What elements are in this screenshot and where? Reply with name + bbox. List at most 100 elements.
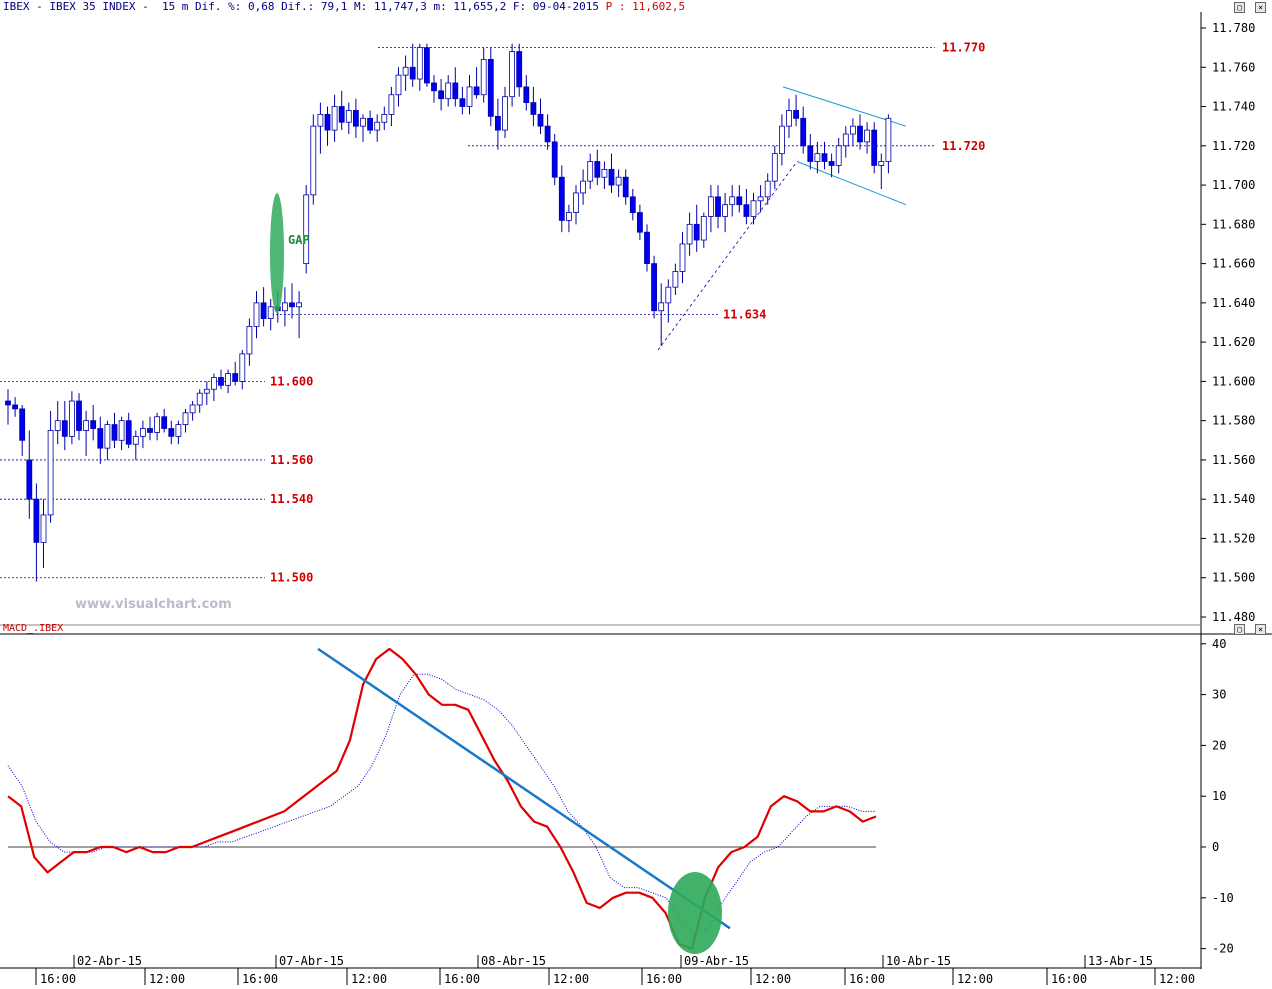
candle-body: [139, 428, 146, 437]
candle-body: [587, 161, 594, 182]
price-level-label: 11.600: [270, 374, 313, 388]
time-label: 12:00: [149, 972, 185, 986]
candle-body: [409, 66, 416, 80]
candle-body: [218, 377, 224, 386]
candle-body: [423, 47, 430, 84]
candle-body: [253, 302, 260, 327]
candle-body: [83, 420, 89, 431]
price-level-label: 11.634: [723, 308, 766, 322]
price-pane-close-button[interactable]: ×: [1255, 2, 1266, 13]
candle-body: [232, 373, 239, 382]
time-label: 12:00: [553, 972, 589, 986]
date-label: 07-Abr-15: [279, 954, 344, 968]
macd-pane-close-button[interactable]: ×: [1255, 624, 1266, 635]
channel-upper-line: [782, 86, 907, 127]
candle-body: [842, 133, 849, 147]
candle-body: [168, 428, 175, 437]
price-pane-zoom-button[interactable]: ▢: [1234, 2, 1245, 13]
candle-body: [97, 428, 104, 449]
time-label: 16:00: [646, 972, 682, 986]
candle-body: [161, 416, 168, 429]
candle-body: [267, 306, 274, 319]
candle-body: [828, 161, 835, 166]
candle-body: [665, 286, 672, 304]
candle-body: [374, 121, 381, 131]
price-level-label: 11.540: [270, 492, 313, 506]
candle-body: [708, 196, 714, 217]
candle-body: [338, 106, 345, 123]
candle-body: [331, 106, 338, 131]
candle-body: [722, 204, 728, 217]
price-level-lines: 11.770 11.720 11.634 11.600 11.560 11.540 11.5…: [0, 41, 985, 585]
candle-body: [615, 176, 622, 186]
candle-body: [296, 302, 303, 308]
candle-body: [743, 204, 750, 217]
candle-body: [40, 514, 47, 543]
price-tick-label: 11.500: [1212, 571, 1255, 585]
macd-title: MACD_.IBEX: [3, 623, 63, 634]
candle-body: [850, 125, 856, 135]
candle-body: [281, 302, 288, 312]
time-label: 12:00: [351, 972, 387, 986]
candle-body: [672, 271, 679, 288]
candle-body: [487, 59, 494, 117]
time-label: 16:00: [242, 972, 278, 986]
candle-body: [509, 51, 516, 98]
candle-body: [147, 428, 153, 433]
candle-body: [111, 424, 118, 441]
macd-signal-line: [7, 673, 876, 934]
candle-body: [750, 200, 757, 217]
time-label: 16:00: [40, 972, 76, 986]
date-label: 13-Abr-15: [1088, 954, 1153, 968]
gap-label: GAP: [288, 233, 310, 247]
candle-body: [289, 302, 295, 308]
time-label: 16:00: [1051, 972, 1087, 986]
time-label: 16:00: [849, 972, 885, 986]
date-label: 08-Abr-15: [481, 954, 546, 968]
candle-body: [345, 110, 352, 123]
candle-body: [693, 223, 700, 241]
candle-body: [431, 82, 437, 92]
candle-body: [210, 377, 217, 390]
candle-body: [360, 117, 366, 127]
price-tick-label: 11.480: [1212, 610, 1255, 624]
price-tick-label: 11.720: [1212, 139, 1255, 153]
candle-body: [189, 404, 196, 414]
candle-body: [658, 302, 665, 312]
candle-body: [771, 153, 778, 182]
candle-body: [5, 400, 11, 406]
macd-tick-label: 0: [1212, 840, 1219, 854]
gap-highlight: [270, 193, 284, 313]
time-label: 12:00: [755, 972, 791, 986]
candle-body: [715, 196, 721, 217]
price-tick-label: 11.760: [1212, 60, 1255, 74]
candlestick-series: [5, 43, 892, 582]
candle-body: [736, 196, 743, 206]
candle-body: [203, 388, 210, 394]
candle-body: [90, 420, 97, 429]
candle-body: [537, 113, 544, 127]
date-label: 10-Abr-15: [886, 954, 951, 968]
candle-body: [33, 498, 40, 543]
candle-body: [246, 326, 253, 355]
candle-body: [367, 117, 374, 131]
candle-body: [793, 110, 799, 119]
macd-pane-zoom-button[interactable]: ▢: [1234, 624, 1245, 635]
candle-body: [125, 420, 132, 445]
candle-body: [69, 400, 75, 437]
candle-body: [558, 176, 565, 221]
candle-body: [601, 168, 608, 178]
candle-body: [19, 408, 26, 441]
time-axis: 02-Abr-15 07-Abr-15 08-Abr-15 09-Abr-15 10-A…: [35, 954, 1195, 986]
candle-body: [381, 113, 388, 123]
candle-body: [637, 212, 643, 233]
candle-body: [416, 47, 423, 80]
candle-body: [317, 113, 324, 127]
candle-body: [644, 231, 650, 264]
price-level-label: 11.720: [942, 139, 985, 153]
candle-body: [154, 416, 161, 433]
channel-lower-line: [796, 161, 907, 206]
candle-body: [857, 125, 863, 143]
candle-body: [814, 153, 821, 162]
